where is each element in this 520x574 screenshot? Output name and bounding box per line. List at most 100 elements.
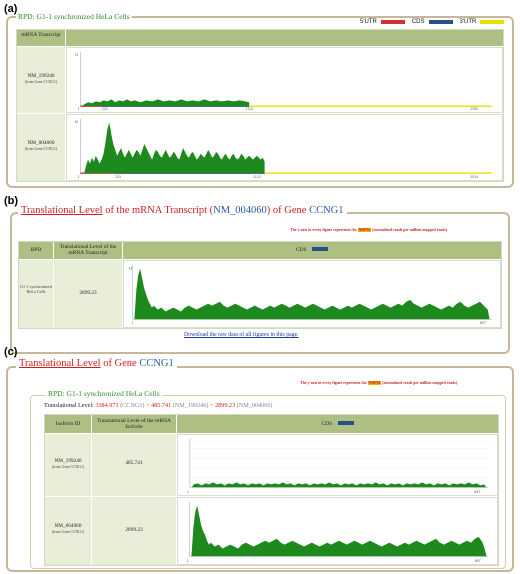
cds-label: CDS bbox=[295, 247, 307, 253]
coverage-area bbox=[82, 99, 250, 107]
col-header-cds: CDS bbox=[123, 242, 501, 253]
x-tick: 1122 bbox=[253, 175, 261, 179]
coverage-area bbox=[84, 122, 265, 174]
panel-a-letter: (a) bbox=[4, 3, 18, 15]
cds-swatch bbox=[312, 247, 329, 251]
level-value: 2899.23 bbox=[125, 527, 143, 533]
heading-text: of Gene bbox=[100, 358, 140, 369]
heading-gene: CCNG1 bbox=[139, 358, 174, 369]
level-cell: 2899.23 bbox=[92, 497, 176, 565]
level-value: 2899.23 bbox=[79, 290, 97, 296]
summary-name-2: (NM_004060) bbox=[235, 402, 273, 409]
heading-text: ) of Gene bbox=[266, 205, 310, 216]
col-header-cds-cell: CDS bbox=[177, 415, 498, 433]
col-header-level: Translational Level of the mRNA Transcri… bbox=[59, 244, 117, 256]
panel-a-table: mRNA Transcript NM_199246 (from Gene CCN… bbox=[16, 29, 504, 182]
note-highlight: NRPM bbox=[367, 381, 382, 385]
legend-cds-swatch bbox=[428, 20, 453, 24]
table-row: NM_004060 (from Gene CCNG1) bbox=[17, 114, 65, 181]
col-header-level-cell: Translational Level of the mRNA Isoform bbox=[92, 415, 176, 433]
legend-5utr-label: 5'UTR bbox=[360, 19, 377, 25]
cds-label: CDS bbox=[321, 421, 333, 427]
heading-text: of the mRNA Transcript ( bbox=[102, 205, 214, 216]
coverage-area bbox=[191, 482, 487, 488]
x-tick: 897 bbox=[474, 490, 480, 494]
nrpm-note: The y-axis in every figure represents th… bbox=[300, 381, 457, 385]
legend-3utr-label: 3'UTR bbox=[459, 19, 477, 25]
x-tick: 1 bbox=[187, 490, 189, 494]
y-tick-max: 12 bbox=[129, 267, 133, 271]
cds-swatch bbox=[337, 421, 354, 425]
heading-translational-level-link[interactable]: Translational Level bbox=[19, 358, 101, 369]
legend-5utr-swatch bbox=[380, 20, 405, 24]
table-row: NM_004060 (from Gene CCNG1) bbox=[45, 497, 91, 565]
col-header-level-cell: Translational Level of the mRNA Transcri… bbox=[54, 242, 122, 259]
transcript-id[interactable]: NM_004060 bbox=[27, 140, 55, 146]
x-tick: 1 bbox=[77, 107, 79, 111]
summary-label: Translational Level: bbox=[44, 402, 96, 409]
isoform-gene: (from Gene CCNG1) bbox=[51, 465, 85, 469]
level-cell: 2899.23 bbox=[54, 260, 122, 328]
y-tick-max: 15 bbox=[75, 53, 79, 57]
heading-translational-level-link[interactable]: Translational Level bbox=[21, 205, 103, 216]
level-value: 485.741 bbox=[125, 460, 143, 466]
table-row: NM_199246 (from Gene CCNG1) bbox=[17, 47, 65, 113]
x-tick: 2390 bbox=[470, 107, 478, 111]
note-text: The y-axis in every figure represents th… bbox=[290, 228, 358, 232]
rpd-label: G1-1 synchronized HeLa Cells bbox=[20, 284, 52, 294]
transcript-gene: (from Gene CCNG1) bbox=[24, 147, 58, 151]
download-raw-data-link[interactable]: Download the raw data of all figures in … bbox=[184, 332, 299, 338]
col-header-level: Translational Level of the mRNA Isoform bbox=[96, 418, 172, 430]
x-tick: 897 bbox=[480, 321, 486, 325]
note-text: (normalized reads per million mapped rea… bbox=[371, 228, 448, 232]
col-header-isoform: Isoform ID bbox=[55, 421, 81, 427]
col-header-rpd: RPD bbox=[30, 247, 42, 253]
col-header-cds: CDS bbox=[177, 415, 498, 427]
coverage-area bbox=[191, 505, 487, 557]
coverage-plot-nm004060: 10 1 225 1122 2024 bbox=[66, 114, 503, 181]
summary-total: 3384.971 bbox=[95, 402, 119, 409]
col-header-plot bbox=[66, 30, 503, 46]
panel-b-table: RPD Translational Level of the mRNA Tran… bbox=[18, 241, 502, 329]
col-header-cds-cell: CDS bbox=[123, 242, 501, 259]
cds-coverage-plot: 12 1 897 bbox=[123, 260, 501, 328]
note-highlight: NRPM bbox=[357, 228, 372, 232]
panel-b-letter: (b) bbox=[4, 195, 19, 207]
panel-a-box-title: RPD: G1-1 synchronized HeLa Cells bbox=[16, 12, 132, 21]
isoform-gene: (from Gene CCNG1) bbox=[51, 530, 85, 534]
col-header-rpd-cell: RPD bbox=[19, 242, 53, 259]
level-cell: 485.741 bbox=[92, 434, 176, 496]
summary-value-2: 2899.23 bbox=[215, 402, 236, 409]
col-header-transcript-cell: mRNA Transcript bbox=[17, 30, 65, 46]
transcript-id[interactable]: NM_199246 bbox=[27, 73, 55, 79]
col-header-isoform-cell: Isoform ID bbox=[45, 415, 91, 433]
panel-c-box-title: RPD: G1-1 synchronized HeLa Cells bbox=[46, 389, 162, 398]
legend-cds-label: CDS bbox=[411, 19, 425, 25]
x-tick: 1 bbox=[187, 559, 189, 563]
isoform-id[interactable]: NM_199246 bbox=[54, 458, 82, 464]
summary-gene: (CCNG1) = bbox=[118, 402, 152, 409]
isoform-plot-nm199246: 1 897 bbox=[177, 434, 498, 496]
rpd-cell: G1-1 synchronized HeLa Cells bbox=[19, 260, 53, 328]
panel-c-heading: Translational Level of Gene CCNG1 bbox=[16, 358, 177, 369]
nrpm-note: The y-axis in every figure represents th… bbox=[290, 228, 447, 232]
translational-level-summary: Translational Level: 3384.971 (CCNG1) = … bbox=[44, 402, 272, 409]
panel-c-table: Isoform ID Translational Level of the mR… bbox=[44, 414, 499, 566]
y-tick-max: 10 bbox=[74, 120, 78, 124]
note-text: (normalized reads per million mapped rea… bbox=[381, 381, 458, 385]
table-row: NM_199246 (from Gene CCNG1) bbox=[45, 434, 91, 496]
col-header-transcript: mRNA Transcript bbox=[21, 32, 61, 38]
x-tick: 225 bbox=[102, 107, 108, 111]
x-tick: 1 bbox=[77, 175, 79, 179]
x-tick: 225 bbox=[115, 175, 121, 179]
x-tick: 897 bbox=[475, 559, 481, 563]
note-text: The y-axis in every figure represents th… bbox=[300, 381, 368, 385]
coverage-area bbox=[134, 268, 490, 320]
panel-c-box bbox=[30, 395, 506, 569]
isoform-id[interactable]: NM_004060 bbox=[54, 523, 82, 529]
panel-c-letter: (c) bbox=[4, 346, 18, 358]
coverage-plot-nm199246: 15 1 225 1122 2390 bbox=[66, 47, 503, 113]
isoform-plot-nm004060: 1 897 bbox=[177, 497, 498, 565]
transcript-gene: (from Gene CCNG1) bbox=[24, 80, 58, 84]
x-tick: 1 bbox=[131, 321, 133, 325]
